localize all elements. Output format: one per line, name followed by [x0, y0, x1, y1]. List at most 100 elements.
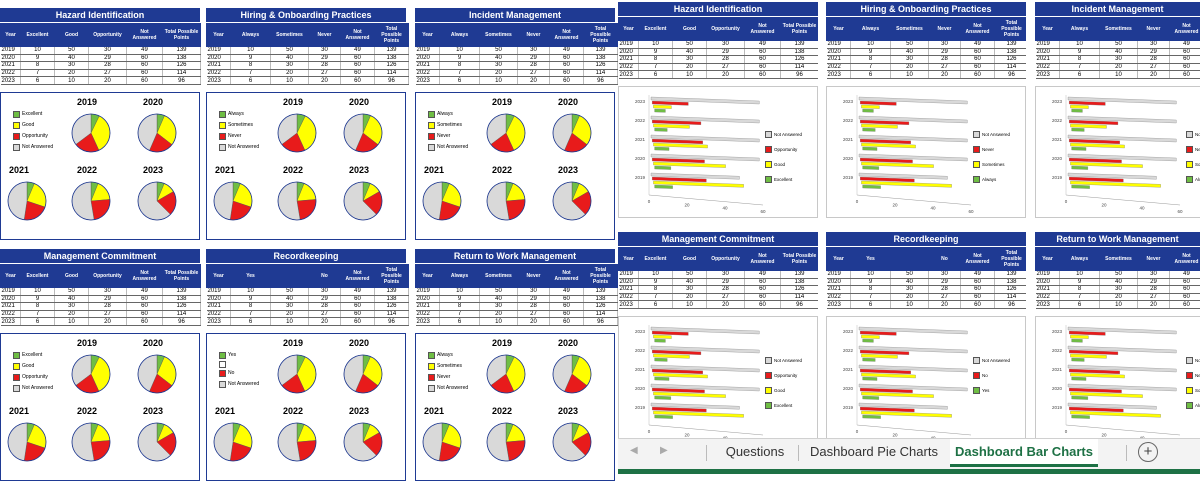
- table-cell[interactable]: 30: [706, 40, 745, 49]
- pie-chart[interactable]: [277, 354, 317, 394]
- table-cell[interactable]: 30: [270, 61, 309, 70]
- bar[interactable]: [858, 402, 948, 410]
- bar[interactable]: [860, 387, 913, 394]
- table-cell[interactable]: 49: [744, 40, 781, 49]
- table-cell[interactable]: 60: [1169, 70, 1200, 79]
- table-cell[interactable]: 30: [672, 285, 707, 294]
- table-cell[interactable]: 9: [20, 295, 55, 304]
- table-cell[interactable]: 10: [638, 40, 673, 49]
- bar[interactable]: [1067, 326, 1177, 335]
- table-cell[interactable]: 20: [308, 317, 341, 326]
- pie-chart[interactable]: [7, 181, 47, 221]
- legend-item[interactable]: Not Answered: [428, 142, 468, 153]
- table-cell[interactable]: 27: [706, 63, 745, 72]
- bar[interactable]: [1071, 376, 1087, 381]
- bar-chart-area[interactable]: 0 20 40 60 2023 2022 2021 2020 2019 Not Nev Som Alwa: [1035, 86, 1200, 218]
- table-cell[interactable]: 139: [994, 40, 1026, 49]
- table-cell[interactable]: 60: [1169, 300, 1200, 309]
- table-cell[interactable]: 2022: [826, 293, 851, 302]
- table-cell[interactable]: 60: [549, 302, 584, 311]
- table-cell[interactable]: 60: [960, 70, 995, 79]
- bar[interactable]: [650, 172, 740, 180]
- bar[interactable]: [858, 172, 948, 180]
- table-cell[interactable]: 60: [340, 76, 375, 85]
- table-cell[interactable]: 2021: [1035, 285, 1060, 294]
- bar[interactable]: [1067, 402, 1157, 410]
- table-cell[interactable]: 6: [439, 317, 480, 326]
- table-cell[interactable]: 126: [994, 285, 1026, 294]
- table-cell[interactable]: 138: [162, 54, 201, 63]
- table-cell[interactable]: 27: [517, 310, 550, 319]
- bar-chart-area[interactable]: 0204020232022202120202019Not AnsweredNoY…: [826, 316, 1026, 448]
- table-cell[interactable]: 40: [672, 48, 707, 57]
- table-cell[interactable]: 20: [706, 300, 745, 309]
- table-cell[interactable]: 60: [340, 69, 375, 78]
- table-cell[interactable]: 114: [780, 63, 818, 72]
- pie-chart[interactable]: [71, 354, 111, 394]
- legend-item[interactable]: Good: [765, 157, 802, 172]
- table-cell[interactable]: 49: [126, 287, 163, 296]
- table-cell[interactable]: 28: [88, 61, 127, 70]
- table-cell[interactable]: 60: [126, 54, 163, 63]
- bar-chart-area[interactable]: 0204020232022202120202019NotNeveSomAlwa: [1035, 316, 1200, 448]
- bar[interactable]: [862, 146, 878, 151]
- table-cell[interactable]: 10: [439, 46, 480, 55]
- bar[interactable]: [1071, 127, 1085, 132]
- legend-item[interactable]: Never: [428, 131, 468, 142]
- table-cell[interactable]: 30: [479, 61, 518, 70]
- table-cell[interactable]: 96: [162, 317, 201, 326]
- table-cell[interactable]: 29: [1137, 278, 1170, 287]
- table-cell[interactable]: 2021: [415, 302, 440, 311]
- bar[interactable]: [858, 115, 968, 124]
- table-cell[interactable]: 10: [1099, 300, 1138, 309]
- table-cell[interactable]: 20: [672, 63, 707, 72]
- table-cell[interactable]: 30: [88, 287, 127, 296]
- table-cell[interactable]: 2019: [0, 287, 21, 296]
- table-cell[interactable]: 2019: [206, 46, 231, 55]
- legend-item[interactable]: Not Answered: [13, 383, 53, 394]
- table-cell[interactable]: 40: [890, 48, 929, 57]
- table-cell[interactable]: 2021: [0, 61, 21, 70]
- table-cell[interactable]: 40: [890, 278, 929, 287]
- table-cell[interactable]: 30: [517, 287, 550, 296]
- table-cell[interactable]: 2022: [415, 69, 440, 78]
- bar[interactable]: [1067, 115, 1177, 124]
- table-cell[interactable]: 2020: [826, 278, 851, 287]
- bar[interactable]: [862, 127, 876, 132]
- bar[interactable]: [652, 368, 703, 375]
- table-cell[interactable]: 20: [479, 69, 518, 78]
- bar[interactable]: [1069, 368, 1120, 375]
- table-cell[interactable]: 9: [20, 54, 55, 63]
- bar[interactable]: [1071, 357, 1085, 362]
- bar[interactable]: [653, 161, 726, 168]
- table-cell[interactable]: 29: [88, 295, 127, 304]
- table-cell[interactable]: 28: [517, 302, 550, 311]
- pie-chart[interactable]: [343, 422, 383, 462]
- table-cell[interactable]: 30: [928, 270, 961, 279]
- bar[interactable]: [1069, 387, 1122, 394]
- table-cell[interactable]: 7: [638, 63, 673, 72]
- table-cell[interactable]: 126: [583, 61, 618, 70]
- table-cell[interactable]: 40: [54, 54, 89, 63]
- table-cell[interactable]: 29: [517, 54, 550, 63]
- table-cell[interactable]: 60: [1169, 63, 1200, 72]
- bar[interactable]: [1069, 119, 1119, 125]
- table-cell[interactable]: 20: [928, 300, 961, 309]
- table-cell[interactable]: 28: [928, 55, 961, 64]
- table-cell[interactable]: 30: [928, 40, 961, 49]
- table-cell[interactable]: 2023: [618, 300, 639, 309]
- table-cell[interactable]: 2020: [0, 295, 21, 304]
- legend-item[interactable]: Not Answered: [219, 379, 259, 390]
- bar[interactable]: [858, 364, 968, 373]
- table-cell[interactable]: 27: [1137, 293, 1170, 302]
- table-cell[interactable]: 60: [960, 55, 995, 64]
- bar[interactable]: [653, 180, 744, 188]
- table-cell[interactable]: 49: [960, 40, 995, 49]
- table-cell[interactable]: 20: [1099, 293, 1138, 302]
- table-cell[interactable]: 126: [583, 302, 618, 311]
- bar[interactable]: [1070, 142, 1125, 149]
- table-cell[interactable]: 139: [780, 40, 818, 49]
- table-cell[interactable]: 2023: [618, 70, 639, 79]
- table-cell[interactable]: 60: [126, 310, 163, 319]
- pie-chart[interactable]: [7, 422, 47, 462]
